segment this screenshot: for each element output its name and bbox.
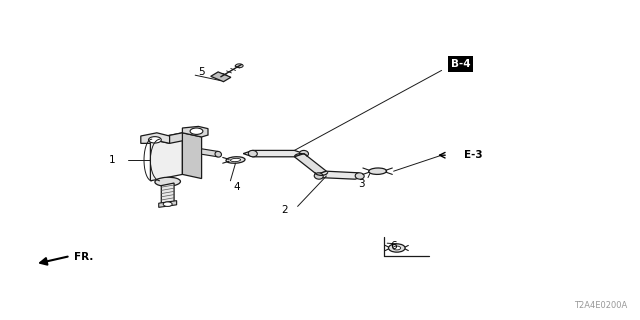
Text: 2: 2	[282, 204, 288, 215]
Circle shape	[190, 128, 203, 134]
Circle shape	[236, 64, 243, 68]
Circle shape	[393, 246, 401, 250]
Ellipse shape	[226, 157, 245, 163]
Polygon shape	[161, 183, 174, 205]
Polygon shape	[202, 149, 218, 157]
Ellipse shape	[355, 173, 364, 179]
Polygon shape	[211, 72, 231, 82]
Ellipse shape	[155, 177, 180, 186]
Text: B-4: B-4	[451, 59, 470, 69]
Circle shape	[388, 244, 405, 252]
Ellipse shape	[215, 151, 221, 157]
Circle shape	[163, 202, 172, 206]
Ellipse shape	[230, 158, 241, 162]
Ellipse shape	[248, 150, 257, 157]
Text: 1: 1	[109, 155, 115, 165]
Text: E-3: E-3	[464, 150, 483, 160]
Polygon shape	[150, 133, 202, 143]
Text: 5: 5	[198, 67, 205, 77]
Polygon shape	[159, 201, 177, 207]
Text: 6: 6	[390, 241, 397, 252]
Polygon shape	[243, 150, 304, 157]
Polygon shape	[141, 133, 170, 143]
Polygon shape	[182, 126, 208, 137]
Text: 4: 4	[234, 182, 240, 192]
Text: FR.: FR.	[74, 252, 93, 262]
Polygon shape	[294, 154, 326, 174]
Ellipse shape	[369, 168, 387, 174]
Text: T2A4E0200A: T2A4E0200A	[574, 301, 627, 310]
Polygon shape	[182, 133, 202, 179]
Circle shape	[148, 137, 161, 143]
Text: 3: 3	[358, 179, 365, 189]
Polygon shape	[317, 171, 364, 179]
Polygon shape	[150, 133, 182, 181]
Ellipse shape	[300, 150, 308, 157]
Ellipse shape	[314, 173, 323, 179]
